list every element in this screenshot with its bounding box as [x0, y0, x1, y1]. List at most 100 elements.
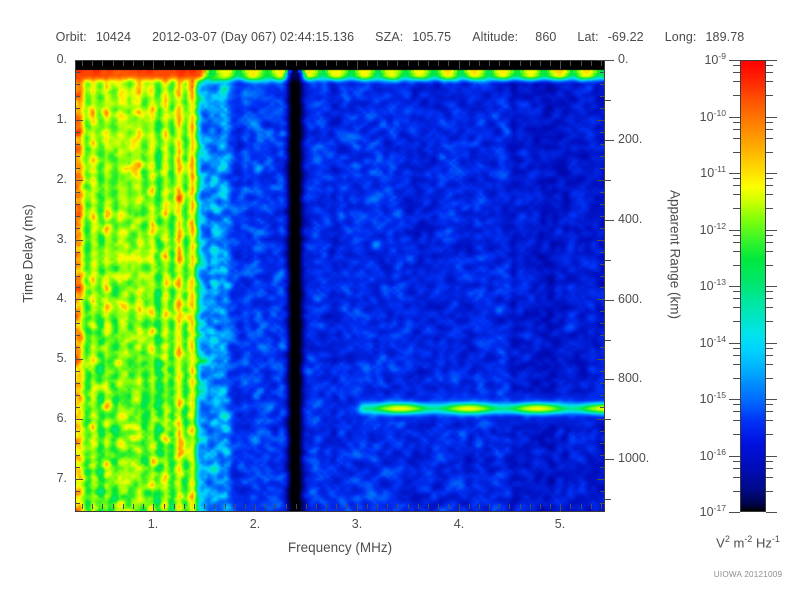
cb-tick-right	[766, 512, 777, 513]
x-tick-minor	[347, 504, 348, 509]
y-tick-minor-inner-right	[600, 108, 605, 109]
y-tick-label-left: 0.	[56, 52, 67, 66]
x-tick-minor	[296, 504, 297, 509]
x-tick-minor	[397, 504, 398, 509]
y-tick-major	[75, 60, 83, 61]
cb-minor-right	[766, 491, 773, 492]
y-tick-minor-inner-right	[600, 323, 605, 324]
cb-minor-left	[733, 178, 740, 179]
x-tick-minor	[113, 504, 114, 509]
y-axis-right-title: Apparent Range (km)	[667, 189, 683, 320]
ionogram-plot-area	[75, 60, 605, 512]
cb-mantissa: 10	[699, 505, 714, 520]
y-tick-major-inner-right	[597, 479, 605, 480]
y-tick-label-right: 0.	[618, 52, 629, 66]
cb-minor-left	[733, 235, 740, 236]
y-tick-minor-inner-right	[600, 168, 605, 169]
cb-minor-right	[766, 404, 773, 405]
cb-minor-right	[766, 242, 773, 243]
cb-minor-left	[733, 307, 740, 308]
y-tick-minor	[75, 192, 80, 193]
y-tick-minor	[75, 96, 80, 97]
x-tick-minor	[286, 504, 287, 509]
colorbar-tick-label: 10-9	[666, 51, 726, 67]
cb-tick-right	[766, 343, 777, 344]
x-tick-minor-top	[102, 61, 103, 66]
cb-minor-right	[766, 138, 773, 139]
y-tick-major	[75, 419, 83, 420]
x-tick-minor-top	[306, 61, 307, 66]
y-tick-minor	[75, 264, 80, 265]
x-tick-minor-top	[225, 61, 226, 66]
cb-minor-left	[733, 468, 740, 469]
x-tick-label: 3.	[351, 517, 363, 531]
x-tick-minor	[235, 504, 236, 509]
x-tick-major	[459, 504, 460, 512]
x-tick-minor	[601, 504, 602, 509]
y-tick-minor	[75, 276, 80, 277]
x-tick-minor	[479, 504, 480, 509]
x-tick-minor-top	[204, 61, 205, 66]
cb-minor-right	[766, 65, 773, 66]
y-tick-minor	[75, 72, 80, 73]
x-tick-minor-top	[581, 61, 582, 66]
cb-minor-left	[733, 411, 740, 412]
cb-minor-left	[733, 72, 740, 73]
unit-hz: Hz	[755, 535, 772, 551]
x-tick-minor	[377, 504, 378, 509]
x-tick-minor-top	[336, 61, 337, 66]
cb-minor-right	[766, 364, 773, 365]
x-tick-minor-top	[550, 61, 551, 66]
x-tick-minor-top	[265, 61, 266, 66]
x-tick-major	[357, 504, 358, 512]
cb-mantissa: 10	[699, 449, 714, 464]
cb-minor-left	[733, 152, 740, 153]
y2-tick-major	[605, 459, 614, 460]
cb-mantissa: 10	[704, 53, 719, 68]
y-tick-minor-inner-right	[600, 395, 605, 396]
x-tick-minor-top	[123, 61, 124, 66]
cb-exponent: -13	[713, 277, 726, 287]
y-tick-minor	[75, 84, 80, 85]
cb-minor-left	[733, 265, 740, 266]
x-tick-minor-top	[418, 61, 419, 66]
y2-tick-major	[605, 140, 614, 141]
y-tick-label-left: 7.	[56, 471, 67, 486]
x-tick-minor-top	[377, 61, 378, 66]
cb-minor-right	[766, 348, 773, 349]
x-tick-minor	[133, 504, 134, 509]
cb-minor-left	[733, 291, 740, 292]
y2-tick-major	[605, 300, 614, 301]
x-tick-minor	[540, 504, 541, 509]
x-tick-minor	[520, 504, 521, 509]
lat-label: Lat:	[577, 30, 599, 44]
sza-label: SZA:	[375, 30, 404, 44]
x-tick-minor-top	[591, 61, 592, 66]
y-tick-major-inner-right	[597, 60, 605, 61]
x-tick-minor-top	[275, 61, 276, 66]
cb-tick-left	[729, 230, 740, 231]
cb-tick-left	[729, 173, 740, 174]
y-tick-major-inner-right	[597, 299, 605, 300]
x-tick-minor	[489, 504, 490, 509]
x-tick-minor-top	[499, 61, 500, 66]
x-tick-minor	[82, 504, 83, 509]
colorbar-tick-label: 10-10	[666, 108, 726, 124]
x-tick-minor	[92, 504, 93, 509]
y-axis-left-title: Time Delay (ms)	[20, 204, 36, 303]
x-tick-minor	[245, 504, 246, 509]
y-tick-minor	[75, 228, 80, 229]
unit-m: m	[733, 535, 745, 551]
colorbar-tick-label: 10-15	[666, 390, 726, 406]
x-tick-minor-top	[245, 61, 246, 66]
x-tick-minor	[387, 504, 388, 509]
x-tick-minor	[469, 504, 470, 509]
x-tick-minor	[123, 504, 124, 509]
y2-tick-major	[605, 220, 614, 221]
x-tick-minor-top	[286, 61, 287, 66]
y-tick-minor	[75, 443, 80, 444]
cb-minor-left	[733, 461, 740, 462]
y-tick-minor-inner-right	[600, 443, 605, 444]
cb-minor-left	[733, 378, 740, 379]
y-tick-major	[75, 359, 83, 360]
